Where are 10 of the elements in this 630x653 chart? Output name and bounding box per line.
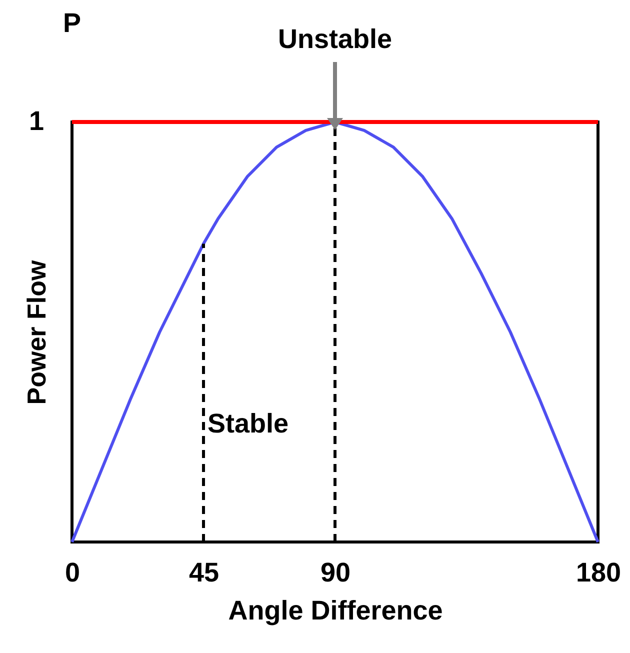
y-axis-title: Power Flow	[22, 260, 52, 405]
x-tick-label: 180	[576, 558, 622, 588]
text: P	[62, 8, 82, 38]
annotation: Unstable	[278, 24, 392, 54]
x-tick-label: 0	[64, 558, 80, 588]
x-axis-title: Angle Difference	[228, 596, 443, 626]
x-tick-label: 45	[188, 558, 220, 588]
x-tick-label: 90	[320, 558, 351, 588]
annotation: Stable	[208, 408, 289, 438]
ref-line-label: 1	[28, 106, 44, 136]
